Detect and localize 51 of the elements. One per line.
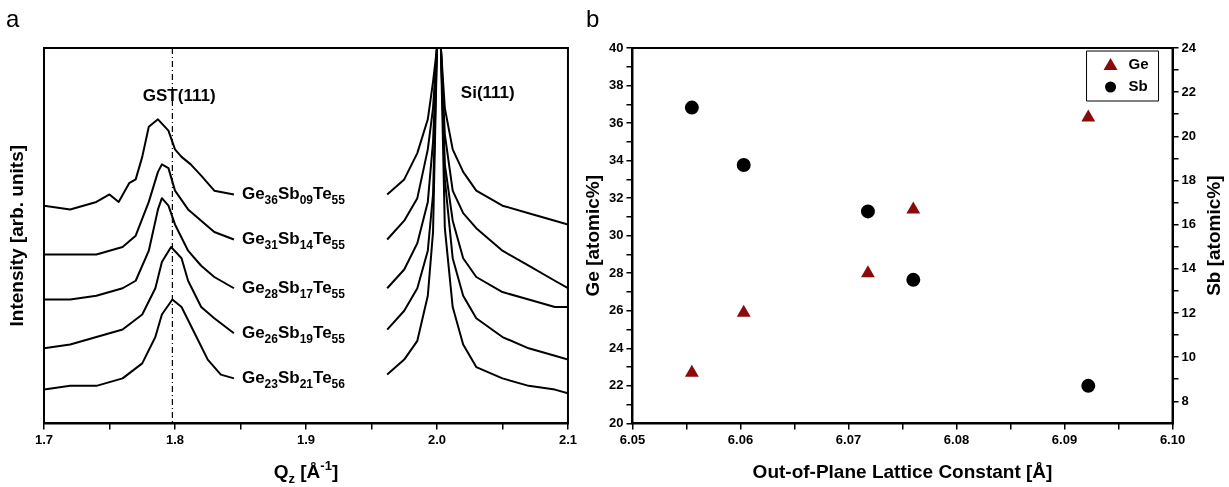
point	[737, 305, 750, 317]
y2-tick-label: 10	[1181, 348, 1197, 364]
x-tick-label: 6.05	[619, 431, 646, 447]
y-tick-label: 26	[608, 302, 624, 318]
y-tick-label: 36	[608, 114, 624, 130]
y-tick-label: 24	[608, 339, 625, 355]
x-tick-label: 6.07	[835, 431, 862, 447]
y-tick-label: 22	[608, 377, 624, 393]
y2-tick-label: 22	[1181, 83, 1197, 99]
x-tick-label: 6.06	[727, 431, 754, 447]
x-tick-label: 6.08	[943, 431, 970, 447]
x-axis-title: Out-of-Plane Lattice Constant [Å]	[752, 461, 1053, 483]
y-axis-title: Intensity [arb. units]	[6, 144, 28, 327]
y2-tick-label: 14	[1181, 260, 1197, 276]
chart-title: a	[6, 4, 20, 32]
y-tick-label: 20	[608, 414, 624, 430]
point	[861, 266, 875, 278]
y-tick-label: 30	[608, 227, 624, 243]
point	[1082, 110, 1095, 122]
y2-tick-label: 18	[1181, 172, 1197, 188]
annotation: Si(111)	[460, 82, 515, 102]
y-tick-label: 38	[608, 77, 624, 93]
y-tick-label: 34	[608, 152, 625, 168]
point	[684, 100, 699, 115]
point	[906, 272, 921, 287]
x-tick-label: 2.0	[427, 431, 447, 447]
y2-tick-label: 24	[1181, 39, 1197, 55]
chart-title: b	[586, 4, 600, 32]
x-tick-label: 6.10	[1159, 431, 1186, 447]
x-tick-label: 1.9	[296, 431, 316, 447]
y2-tick-label: 20	[1181, 127, 1197, 143]
point	[685, 365, 699, 377]
y2-tick-label: 16	[1181, 216, 1197, 232]
y2-tick-label: 8	[1181, 392, 1189, 408]
legend-label: Ge	[1128, 55, 1149, 73]
point	[1081, 378, 1096, 393]
y-axis-title: Ge [atomic%]	[582, 174, 604, 297]
point	[860, 204, 875, 219]
y-tick-label: 40	[608, 39, 624, 55]
y-tick-label: 32	[608, 189, 624, 205]
annotation: GST(111)	[142, 86, 216, 106]
y2-axis-title: Sb [atomic%]	[1203, 175, 1225, 296]
x-tick-label: 1.7	[34, 431, 54, 447]
x-tick-label: 2.1	[558, 431, 577, 447]
x-tick-label: 6.09	[1051, 431, 1078, 447]
y2-tick-label: 12	[1181, 304, 1197, 320]
x-tick-label: 1.8	[165, 431, 185, 447]
point	[736, 158, 751, 173]
legend-label: Sb	[1128, 77, 1148, 95]
y-tick-label: 28	[608, 264, 624, 280]
point	[907, 202, 920, 214]
